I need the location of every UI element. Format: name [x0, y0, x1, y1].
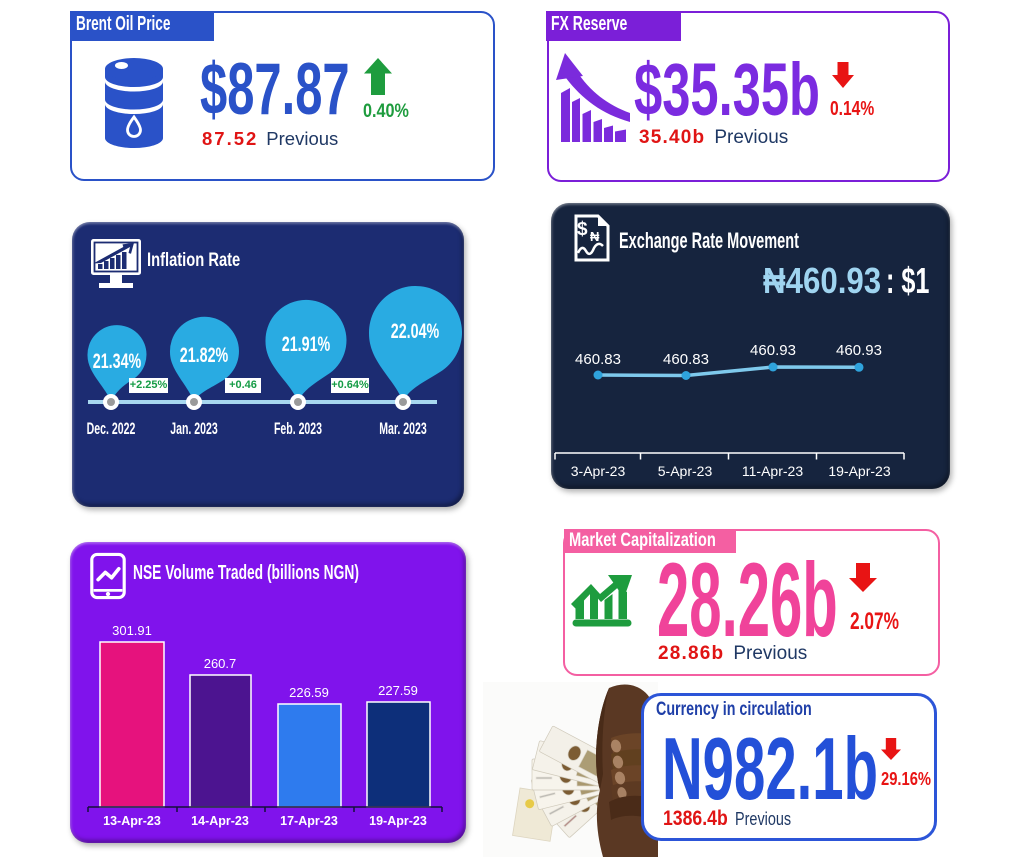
svg-text:260.7: 260.7	[204, 656, 237, 671]
svg-text:460.93: 460.93	[750, 342, 796, 359]
svg-text:226.59: 226.59	[289, 685, 329, 700]
svg-text:5-Apr-23: 5-Apr-23	[658, 463, 713, 479]
svg-text:227.59: 227.59	[378, 683, 418, 698]
svg-text:460.83: 460.83	[575, 351, 621, 368]
svg-text:13-Apr-23: 13-Apr-23	[103, 814, 161, 828]
svg-text:460.93: 460.93	[836, 342, 882, 359]
svg-text:14-Apr-23: 14-Apr-23	[191, 814, 249, 828]
svg-text:₦: ₦	[590, 229, 600, 244]
svg-text:301.91: 301.91	[112, 623, 152, 638]
svg-text:19-Apr-23: 19-Apr-23	[369, 814, 427, 828]
svg-text:460.83: 460.83	[663, 351, 709, 368]
svg-text:17-Apr-23: 17-Apr-23	[280, 814, 338, 828]
svg-text:11-Apr-23: 11-Apr-23	[742, 463, 803, 479]
svg-text:$: $	[577, 219, 588, 240]
svg-text:19-Apr-23: 19-Apr-23	[828, 463, 890, 479]
svg-text:3-Apr-23: 3-Apr-23	[571, 463, 626, 479]
